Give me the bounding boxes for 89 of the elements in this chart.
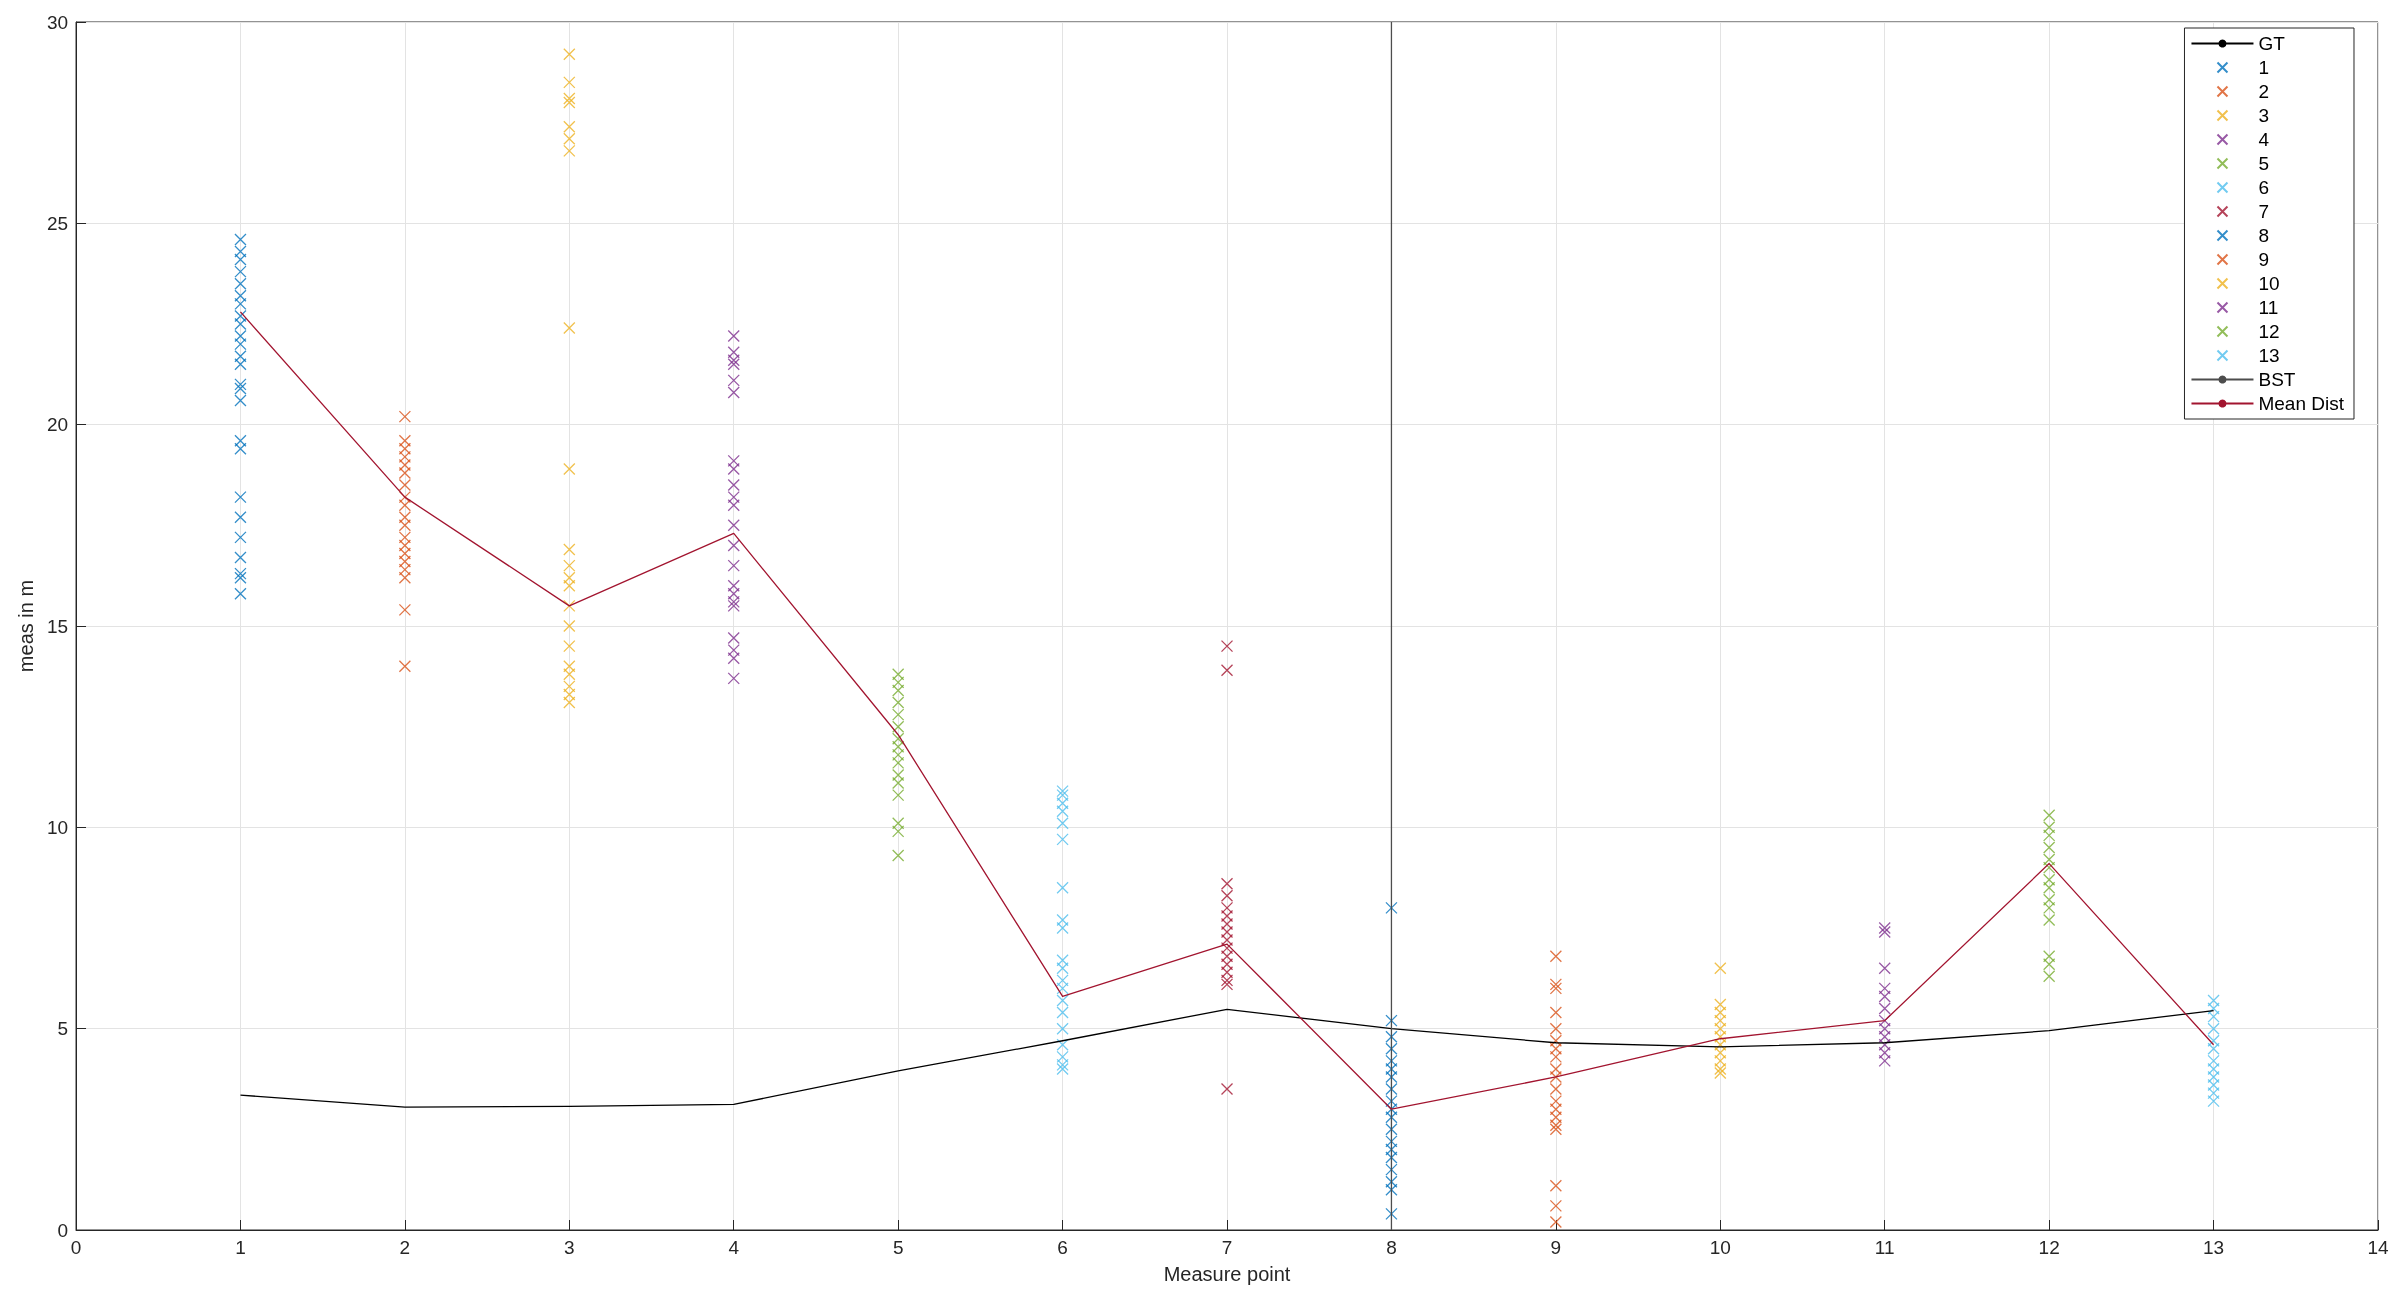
point <box>1549 978 1563 991</box>
y-tick-label: 30 <box>46 11 69 33</box>
x-tick-label: 13 <box>2203 1237 2225 1258</box>
point <box>727 539 740 552</box>
x-axis-title: Measure point <box>1163 1263 1291 1285</box>
point <box>1549 1006 1563 1019</box>
y-axis-title: meas in m <box>15 579 37 673</box>
point <box>398 660 412 673</box>
point <box>234 571 247 584</box>
x-tick-label: 6 <box>1057 1237 1068 1258</box>
x-tick-label: 11 <box>1874 1237 1895 1258</box>
x-tick-label: 8 <box>1386 1237 1397 1258</box>
x-tick-label: 3 <box>564 1237 575 1258</box>
legend-label: 4 <box>2258 129 2270 150</box>
point <box>563 92 576 105</box>
legend-label: 3 <box>2258 105 2270 126</box>
y-tick-label: 10 <box>46 816 69 838</box>
y-tick-label: 25 <box>46 212 69 234</box>
line-series <box>239 311 2215 1110</box>
legend-label: 13 <box>2258 345 2280 366</box>
point <box>234 511 247 524</box>
legend-label: 5 <box>2258 153 2270 174</box>
point <box>1056 1022 1069 1035</box>
point <box>1549 1215 1563 1229</box>
y-tick-label: 0 <box>57 1219 69 1241</box>
point <box>1878 921 1891 935</box>
legend-label: 7 <box>2258 201 2270 222</box>
point <box>727 559 740 572</box>
point <box>234 551 247 564</box>
point <box>1220 639 1234 653</box>
point <box>727 329 740 343</box>
point <box>1549 982 1563 995</box>
point <box>892 849 905 862</box>
y-tick-label: 5 <box>57 1018 69 1040</box>
point <box>398 603 412 617</box>
point <box>1549 1199 1563 1212</box>
legend-label: 11 <box>2258 297 2279 318</box>
point <box>398 410 412 423</box>
legend-label: 12 <box>2258 321 2280 342</box>
x-tick-label: 10 <box>1709 1237 1731 1258</box>
x-tick-label: 7 <box>1221 1237 1233 1258</box>
point <box>234 531 247 544</box>
legend-label: 10 <box>2258 273 2280 294</box>
point <box>1220 664 1234 677</box>
legend-label: 2 <box>2258 81 2270 102</box>
x-tick-label: 1 <box>235 1237 246 1258</box>
legend-label: Mean Dist <box>2258 393 2345 414</box>
x-tick-label: 4 <box>728 1237 740 1258</box>
y-tick-label: 20 <box>46 414 69 436</box>
point <box>1056 881 1069 894</box>
point <box>234 378 247 391</box>
legend-label: GT <box>2258 33 2286 54</box>
point <box>1220 1082 1234 1096</box>
point <box>1385 901 1398 915</box>
legend-label: 9 <box>2258 249 2270 270</box>
point <box>1878 925 1891 939</box>
point <box>1385 1014 1398 1027</box>
point <box>1549 1179 1563 1192</box>
point <box>563 462 576 476</box>
point <box>563 48 576 61</box>
line-series <box>239 1008 2215 1108</box>
point <box>1549 950 1563 963</box>
point <box>1385 1207 1398 1221</box>
point <box>563 543 576 556</box>
y-tick-label: 15 <box>46 615 69 637</box>
legend-label: 1 <box>2258 57 2270 78</box>
point <box>563 96 576 109</box>
point <box>563 76 576 89</box>
point <box>234 491 247 504</box>
x-tick-label: 9 <box>1550 1237 1562 1258</box>
x-tick-label: 12 <box>2038 1237 2060 1258</box>
point <box>1878 962 1891 975</box>
point <box>234 587 247 600</box>
point <box>1714 962 1727 975</box>
point <box>727 519 740 532</box>
point <box>1056 833 1069 846</box>
legend-label: 8 <box>2258 225 2270 246</box>
point <box>234 567 247 580</box>
point <box>563 321 576 335</box>
x-tick-label: 0 <box>70 1237 82 1258</box>
x-tick-label: 14 <box>2367 1237 2389 1258</box>
point <box>563 639 576 653</box>
point <box>563 599 576 613</box>
legend-label: 6 <box>2258 177 2270 198</box>
x-tick-label: 2 <box>399 1237 411 1258</box>
point <box>563 619 576 633</box>
x-tick-label: 5 <box>892 1237 904 1258</box>
legend-label: BST <box>2258 369 2296 390</box>
point <box>727 672 740 685</box>
